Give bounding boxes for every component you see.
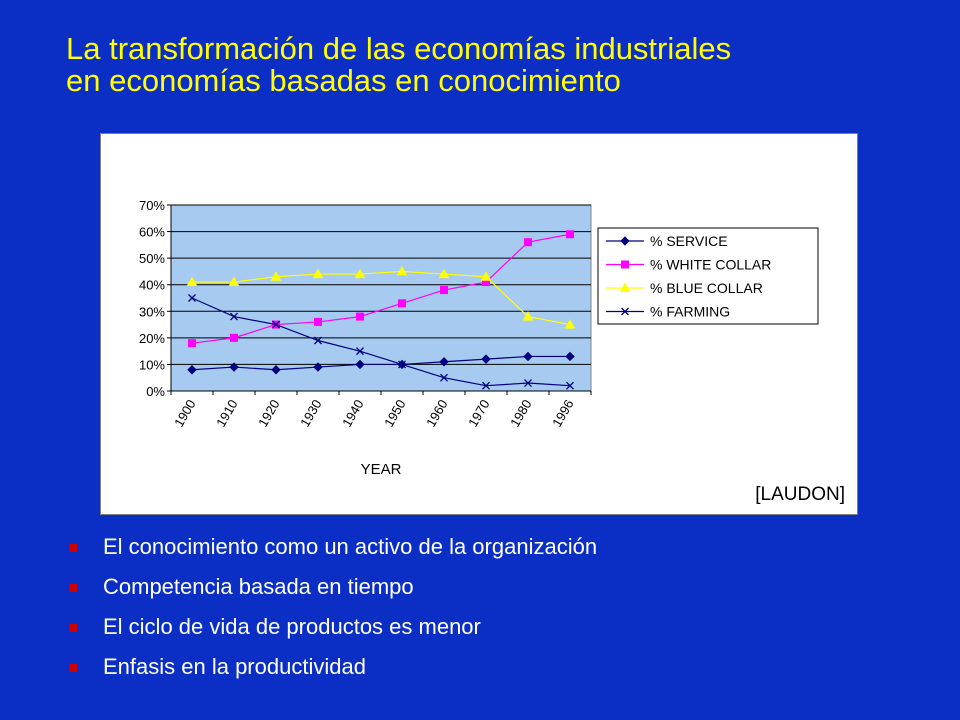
x-tick-label: 1996 bbox=[549, 397, 576, 430]
x-tick-label: 1910 bbox=[213, 397, 240, 430]
data-point bbox=[566, 230, 574, 239]
x-tick-label: 1920 bbox=[255, 397, 282, 430]
series-line bbox=[191, 233, 571, 344]
legend-marker bbox=[621, 307, 629, 316]
legend-label: % WHITE COLLAR bbox=[650, 257, 771, 273]
legend-label: % BLUE COLLAR bbox=[650, 280, 763, 296]
y-tick-label: 10% bbox=[139, 357, 165, 372]
data-point bbox=[312, 268, 324, 279]
data-point bbox=[230, 333, 238, 342]
data-point bbox=[314, 336, 322, 345]
data-point bbox=[565, 351, 575, 362]
data-point bbox=[356, 312, 364, 321]
plot-area bbox=[170, 204, 592, 392]
x-tick-label: 1970 bbox=[465, 397, 492, 430]
bullet-text: Competencia basada en tiempo bbox=[103, 574, 414, 599]
data-point bbox=[396, 265, 408, 276]
title-line-1: La transformación de las economías indus… bbox=[66, 31, 732, 66]
data-point bbox=[270, 271, 282, 281]
data-point bbox=[440, 373, 448, 382]
legend-label: % FARMING bbox=[650, 304, 730, 320]
bullet-list: El conocimiento como un activo de la org… bbox=[66, 528, 597, 688]
data-point bbox=[398, 360, 406, 369]
x-tick-label: 1900 bbox=[171, 397, 198, 430]
x-tick-label: 1930 bbox=[297, 397, 324, 430]
data-point bbox=[439, 357, 449, 367]
bullet-item: Competencia basada en tiempo bbox=[66, 568, 597, 608]
data-point bbox=[398, 299, 406, 308]
x-axis-label: YEAR bbox=[361, 461, 402, 478]
x-tick-label: 1950 bbox=[381, 397, 408, 430]
legend-marker bbox=[621, 260, 629, 269]
data-point bbox=[523, 351, 533, 362]
chart-frame: 0% 10% 20% 30% 40% 50% 60% 70% 1900 1910 1920 1930 1… bbox=[100, 133, 858, 515]
data-point bbox=[356, 347, 364, 356]
data-point bbox=[272, 320, 280, 329]
bullet-marker-icon bbox=[69, 664, 77, 672]
legend-label: % SERVICE bbox=[650, 233, 728, 249]
data-point bbox=[524, 238, 532, 247]
series-line bbox=[191, 355, 570, 371]
x-tick-label: 1940 bbox=[339, 397, 366, 430]
data-point bbox=[271, 365, 281, 375]
data-point bbox=[188, 294, 196, 302]
data-point bbox=[186, 276, 198, 287]
y-tick-label: 30% bbox=[139, 304, 165, 319]
y-tick-label: 60% bbox=[139, 225, 165, 240]
data-point bbox=[564, 319, 576, 329]
legend-marker bbox=[619, 282, 631, 292]
data-point bbox=[566, 381, 574, 390]
bullet-marker-icon bbox=[69, 584, 77, 592]
y-tick-label: 40% bbox=[139, 278, 165, 293]
data-point bbox=[229, 362, 239, 372]
data-point bbox=[355, 359, 365, 370]
bullet-item: El conocimiento como un activo de la org… bbox=[66, 528, 597, 568]
legend-box bbox=[597, 227, 819, 325]
bullet-text: El conocimiento como un activo de la org… bbox=[103, 534, 598, 559]
y-tick-label: 70% bbox=[139, 198, 165, 213]
data-point bbox=[480, 271, 492, 281]
bullet-text: Enfasis en la productividad bbox=[103, 654, 366, 679]
data-point bbox=[522, 311, 534, 321]
y-tick-label: 50% bbox=[139, 251, 165, 266]
bullet-text: El ciclo de vida de productos es menor bbox=[103, 614, 481, 639]
title-line-2: en economías basadas en conocimiento bbox=[66, 63, 621, 98]
y-tick-label: 20% bbox=[139, 331, 165, 346]
bullet-item: Enfasis en la productividad bbox=[66, 648, 597, 688]
legend-marker bbox=[620, 236, 630, 246]
data-point bbox=[482, 381, 490, 390]
data-point bbox=[481, 354, 491, 364]
bullet-marker-icon bbox=[69, 544, 77, 552]
line-chart: 0% 10% 20% 30% 40% 50% 60% 70% 1900 1910 1920 1930 1… bbox=[139, 198, 819, 478]
data-point bbox=[187, 365, 197, 375]
data-point bbox=[438, 268, 450, 279]
x-tick-label: 1960 bbox=[423, 397, 450, 430]
data-point bbox=[313, 362, 323, 372]
data-point bbox=[354, 268, 366, 279]
data-point bbox=[228, 276, 240, 287]
data-point bbox=[188, 339, 196, 348]
data-point bbox=[524, 379, 532, 387]
series-line bbox=[191, 297, 571, 387]
data-point bbox=[440, 286, 448, 295]
slide-title: La transformación de las economías indus… bbox=[66, 33, 926, 97]
bullet-item: El ciclo de vida de productos es menor bbox=[66, 608, 597, 648]
series-line bbox=[192, 270, 571, 326]
source-label: [LAUDON] bbox=[755, 484, 845, 505]
data-point bbox=[314, 317, 322, 326]
bullet-marker-icon bbox=[69, 624, 77, 632]
data-point bbox=[230, 312, 238, 321]
x-tick-label: 1980 bbox=[507, 397, 534, 430]
y-tick-label: 0% bbox=[146, 384, 165, 399]
